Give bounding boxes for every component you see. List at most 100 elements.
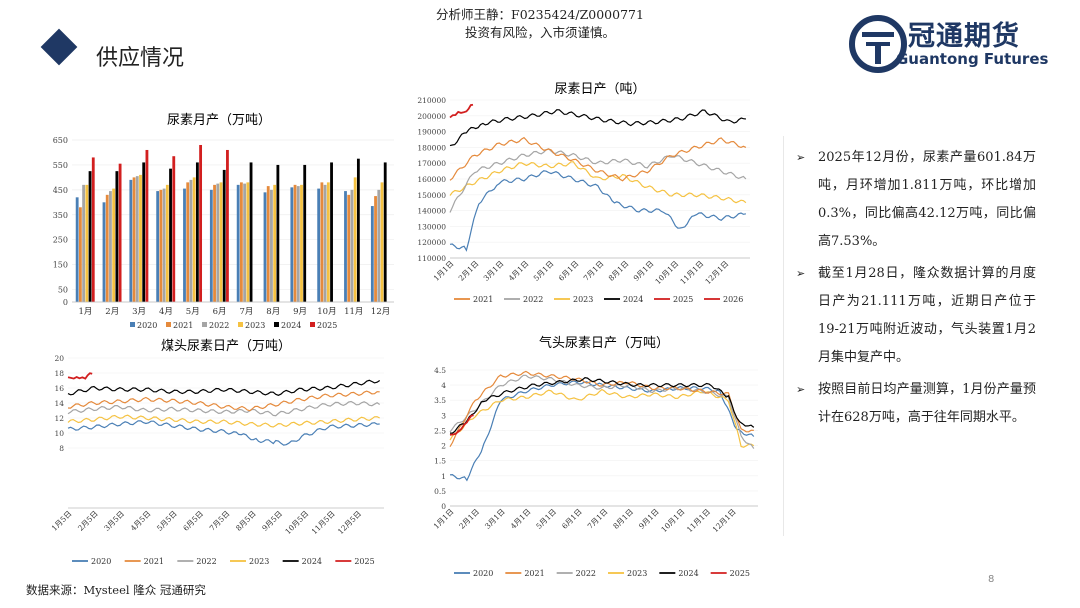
bar [75, 197, 79, 302]
bar [370, 206, 374, 302]
y-tick-label: 3 [441, 411, 446, 420]
y-tick-label: 160000 [417, 175, 446, 184]
bar [209, 189, 213, 302]
x-tick-label: 8月 [266, 307, 280, 317]
bar [263, 192, 267, 302]
bar [139, 174, 142, 302]
legend-label: 2022 [523, 295, 543, 304]
x-tick-label: 5月1日 [534, 507, 558, 531]
y-tick-label: 250 [53, 236, 68, 245]
bar [118, 163, 122, 302]
legend-label: 2020 [91, 557, 111, 566]
legend-label: 2024 [302, 557, 322, 566]
bar [142, 162, 146, 302]
bar [236, 184, 240, 302]
y-tick-label: 14 [54, 399, 64, 408]
legend-label: 2021 [173, 321, 193, 330]
series-line [449, 148, 747, 213]
bar [82, 184, 86, 302]
bar [276, 164, 280, 302]
legend-label: 2020 [473, 569, 493, 578]
legend-label: 2021 [524, 569, 544, 578]
analyst-line: 分析师王静：F0235424/Z0000771 [436, 7, 644, 22]
bar [347, 194, 351, 302]
x-tick-label: 2月1日 [457, 259, 481, 283]
bar [213, 184, 216, 302]
y-tick-label: 12 [54, 414, 64, 423]
y-tick-label: 210000 [417, 96, 446, 105]
legend-label: 2024 [281, 321, 301, 330]
bar [249, 162, 253, 302]
y-tick-label: 650 [53, 136, 68, 145]
y-tick-label: 2.5 [434, 426, 446, 435]
bar [159, 189, 163, 302]
y-tick-label: 1 [441, 472, 446, 481]
bullet-item: ➢ 截至1月28日，隆众数据计算的月度日产为21.111万吨，近期日产位于19-… [796, 260, 1036, 372]
legend-swatch [310, 322, 315, 327]
y-tick-label: 130000 [417, 222, 446, 231]
series-line [450, 376, 755, 434]
x-tick-label: 12月1日 [703, 259, 730, 286]
legend-label: 2022 [209, 321, 229, 330]
series-line [449, 388, 755, 448]
series-line [67, 400, 381, 417]
y-tick-label: 0 [63, 298, 68, 307]
x-tick-label: 8月1日 [607, 259, 631, 283]
urea-daily-chart: 尿素日产（吨） 110000 120000 130000 140000 150000 160… [417, 82, 750, 304]
x-tick-label: 4月 [159, 307, 173, 317]
bar [380, 182, 384, 302]
legend-label: 2026 [723, 295, 743, 304]
y-tick-label: 170000 [417, 159, 446, 168]
section-title: 供应情况 [96, 46, 185, 71]
series-line [67, 414, 380, 428]
analyst-info: 分析师王静：F0235424/Z0000771 投资有风险，入市须谨慎。 [380, 6, 700, 42]
x-tick-label: 6月1日 [560, 507, 584, 531]
x-tick-label: 2月1日 [457, 507, 481, 531]
bar [317, 188, 321, 302]
bar [300, 184, 303, 302]
y-tick-label: 180000 [417, 143, 446, 152]
bar [115, 171, 119, 302]
bar [156, 191, 160, 302]
legend-label: 2023 [249, 557, 269, 566]
y-tick-label: 120000 [417, 238, 446, 247]
series-line [449, 136, 747, 182]
x-tick-label: 6月1日 [557, 259, 581, 283]
coal-daily-chart: 煤头尿素日产（万吨） 8 10 12 14 16 18 20 1月5日 2月5日 3月5日 4月5日 5… [50, 339, 384, 566]
bar [266, 186, 270, 302]
y-tick-label: 550 [53, 161, 68, 170]
x-tick-label: 6月 [213, 307, 227, 317]
x-tick-label: 10月1日 [659, 507, 686, 534]
bar [186, 182, 190, 302]
arrow-bullet-icon: ➢ [796, 267, 806, 280]
x-tick-label: 12月5日 [336, 509, 363, 536]
y-tick-label: 110000 [417, 254, 446, 263]
bar [296, 186, 300, 302]
bar [222, 169, 226, 302]
chart-title: 尿素日产（吨） [554, 82, 645, 97]
legend-swatch [274, 322, 279, 327]
x-tick-label: 8月5日 [234, 509, 258, 533]
bar [183, 188, 186, 302]
legend-label: 2024 [623, 295, 643, 304]
y-tick-label: 200000 [417, 112, 446, 121]
x-tick-label: 10月1日 [653, 259, 680, 286]
legend-swatch [130, 322, 135, 327]
y-tick-label: 4.5 [434, 366, 446, 375]
bar [145, 149, 149, 302]
y-tick-label: 4 [441, 381, 446, 390]
bar [293, 184, 297, 302]
y-tick-label: 10 [54, 429, 64, 438]
legend-swatch [202, 322, 207, 327]
chart-title: 气头尿素日产（万吨） [539, 335, 669, 351]
legend-label: 2022 [196, 557, 216, 566]
y-tick-label: 1.5 [434, 457, 446, 466]
x-tick-label: 1月 [78, 307, 92, 317]
bar [226, 149, 229, 302]
legend-label: 2025 [673, 295, 693, 304]
legend-label: 2024 [678, 569, 698, 578]
bar [356, 158, 360, 302]
series-line [449, 109, 746, 147]
x-tick-label: 7月1日 [586, 507, 610, 531]
